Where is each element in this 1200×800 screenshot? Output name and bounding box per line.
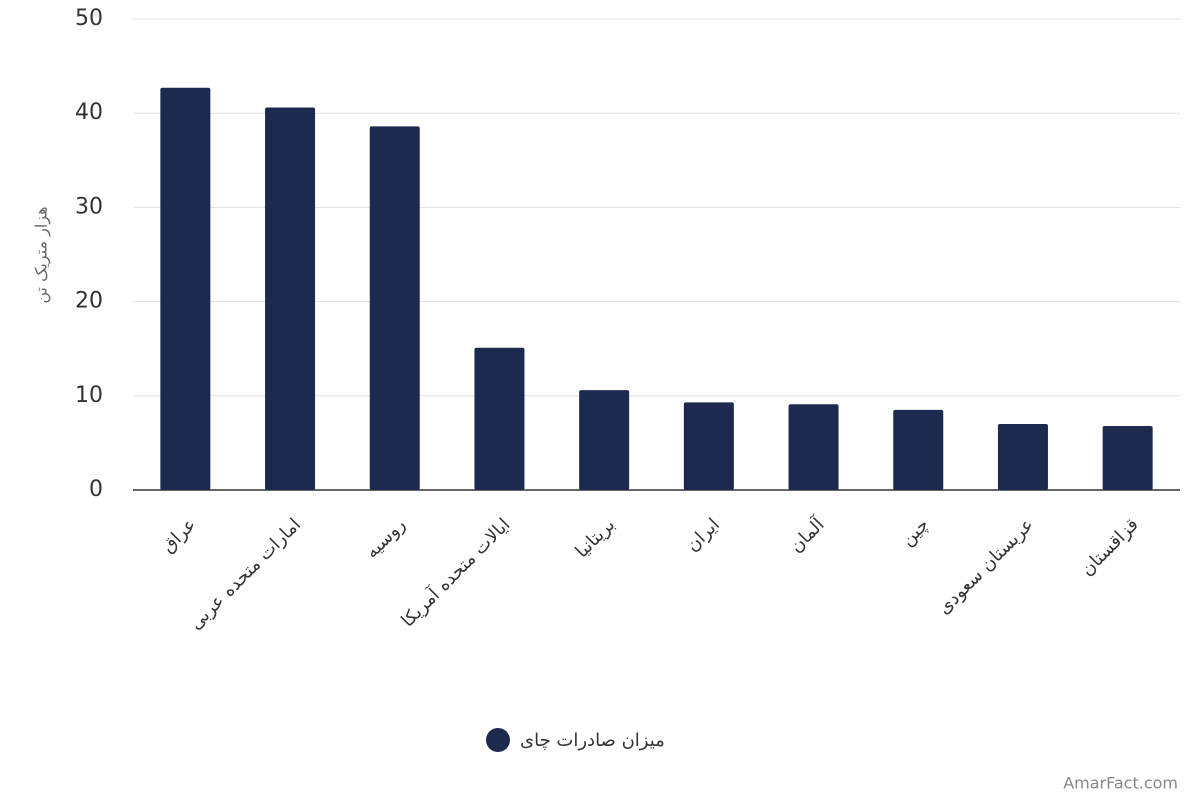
x-tick-label: ایران bbox=[682, 514, 724, 556]
x-tick-label: چین bbox=[897, 514, 933, 550]
bar bbox=[579, 390, 630, 490]
bar bbox=[683, 402, 734, 490]
bar bbox=[1102, 425, 1153, 490]
x-tick-label: عراق bbox=[158, 514, 201, 557]
x-tick-label: ایالات متحده آمریکا bbox=[396, 513, 515, 632]
legend-label: میزان صادرات چای bbox=[520, 730, 665, 751]
x-tick-label: امارات متحده عربی bbox=[185, 514, 305, 634]
y-tick-label: 10 bbox=[75, 383, 103, 408]
bar bbox=[997, 424, 1048, 490]
x-tick-label: آلمان bbox=[784, 512, 829, 557]
bar bbox=[893, 409, 944, 490]
watermark: AmarFact.com bbox=[1063, 774, 1178, 793]
x-tick-label: بریتانیا bbox=[571, 514, 619, 562]
x-tick-label: عربستان سعودی bbox=[934, 514, 1038, 618]
x-tick-label: قزاقستان bbox=[1077, 514, 1143, 580]
y-tick-label: 30 bbox=[75, 194, 103, 219]
x-tick-label: روسیه bbox=[361, 514, 409, 562]
y-tick-label: 50 bbox=[75, 6, 103, 31]
y-tick-label: 40 bbox=[75, 100, 103, 125]
y-axis-label: هزار متریک تن bbox=[32, 206, 52, 303]
bar bbox=[369, 126, 420, 490]
bar bbox=[788, 404, 839, 490]
y-tick-label: 20 bbox=[75, 289, 103, 314]
y-tick-label: 0 bbox=[89, 477, 103, 502]
bar bbox=[474, 347, 525, 490]
bar bbox=[265, 107, 316, 490]
bar bbox=[160, 87, 211, 491]
legend-marker bbox=[486, 728, 510, 752]
